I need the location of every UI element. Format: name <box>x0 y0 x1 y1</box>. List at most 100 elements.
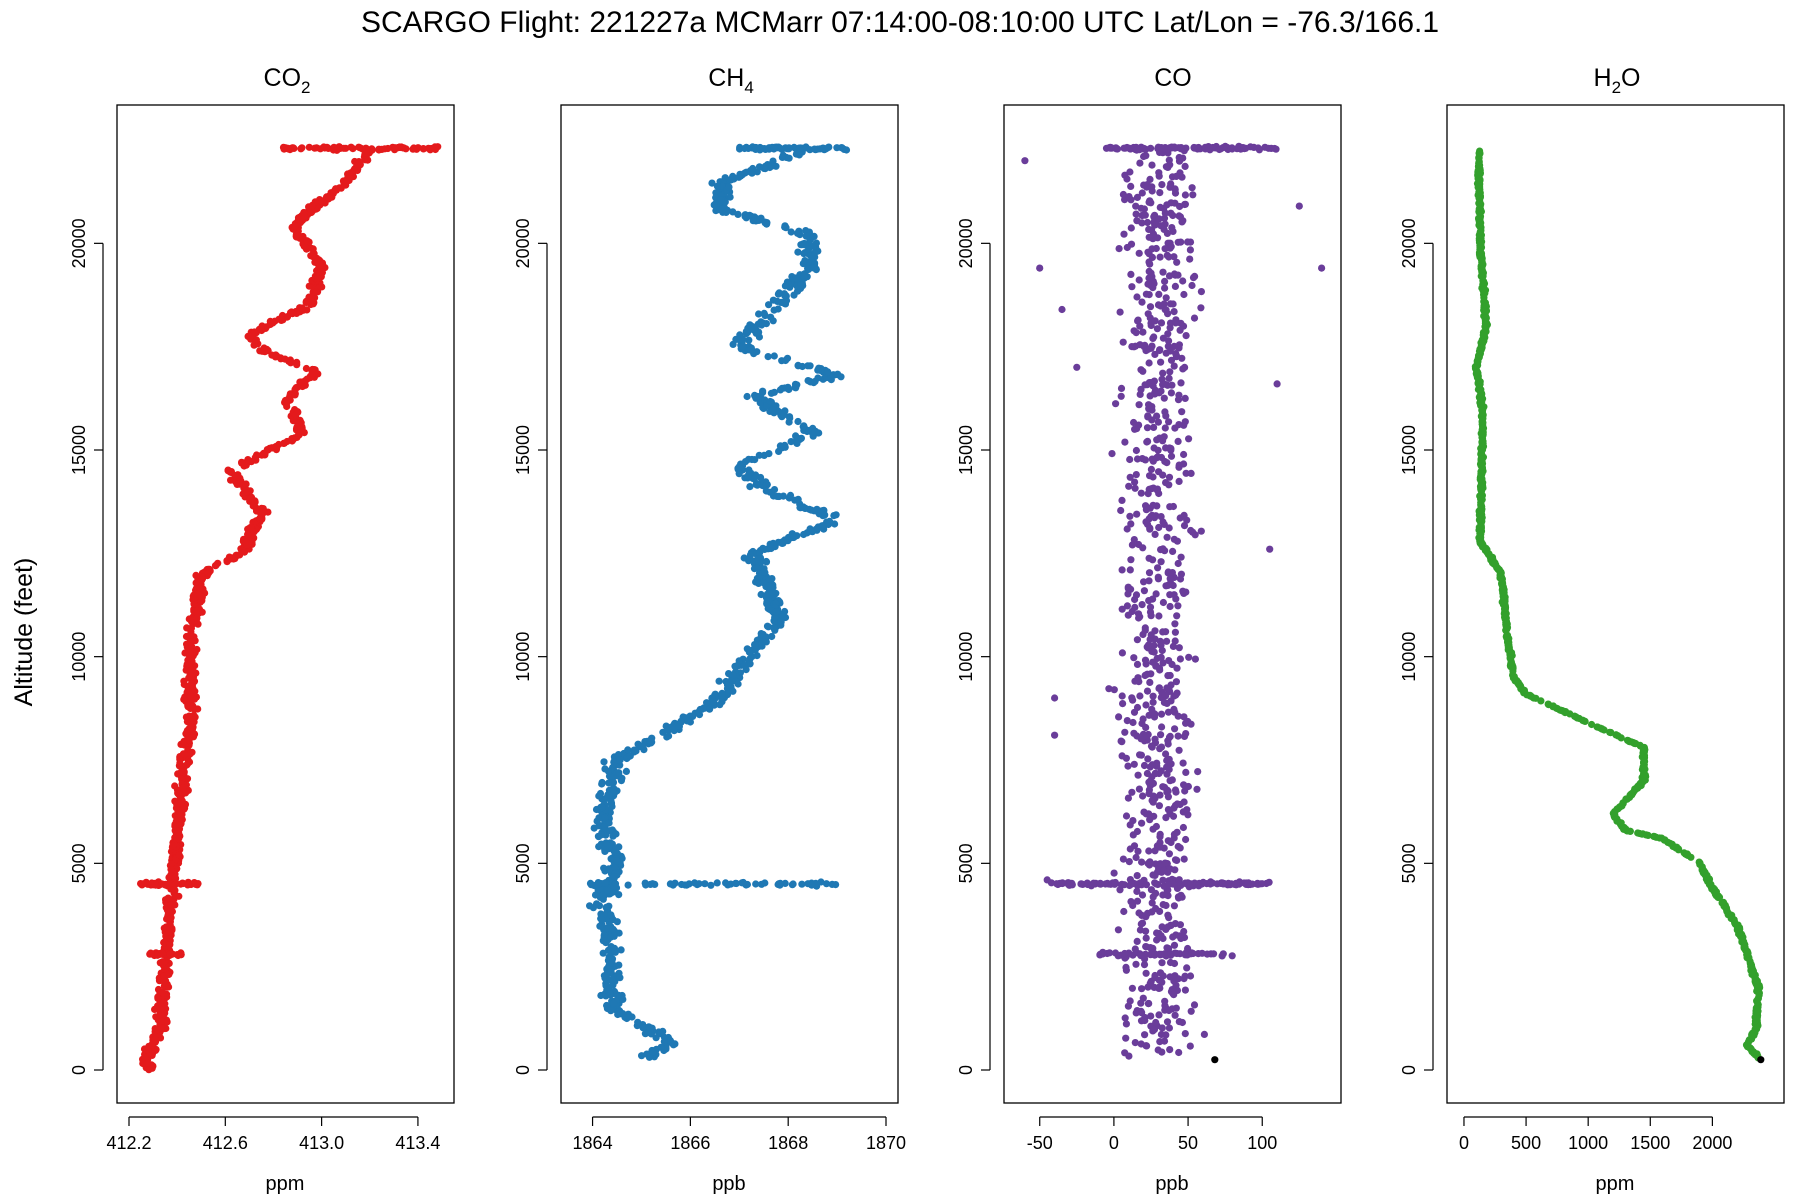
data-point <box>1137 1040 1145 1048</box>
data-point <box>1133 872 1141 880</box>
data-point <box>1166 319 1175 327</box>
data-point <box>308 367 316 375</box>
data-point <box>1164 330 1172 338</box>
data-points <box>586 143 851 1061</box>
data-point <box>600 864 608 872</box>
data-point <box>1618 802 1626 810</box>
data-point <box>818 522 826 530</box>
y-tick-label: 20000 <box>69 218 89 268</box>
data-point <box>1157 641 1165 649</box>
data-point <box>1132 210 1140 218</box>
data-point <box>755 216 763 224</box>
data-point <box>809 242 818 250</box>
data-point <box>1155 612 1163 620</box>
data-point <box>1043 876 1051 884</box>
data-point <box>1549 703 1557 711</box>
data-point <box>610 873 618 881</box>
data-point <box>153 1025 161 1034</box>
data-point <box>646 737 654 745</box>
data-point <box>1161 424 1169 432</box>
data-point <box>1178 1018 1186 1027</box>
data-point <box>1475 199 1483 207</box>
data-point <box>1154 234 1162 242</box>
data-point <box>1152 590 1160 598</box>
data-point <box>291 222 299 230</box>
data-point <box>1687 853 1695 861</box>
data-point <box>1197 288 1205 296</box>
data-point <box>731 662 739 670</box>
data-point <box>314 370 322 378</box>
data-point <box>171 880 179 889</box>
data-point <box>1167 452 1176 460</box>
data-point <box>751 456 759 464</box>
data-point <box>1114 926 1122 934</box>
data-point <box>1158 723 1166 731</box>
data-point <box>1126 512 1134 520</box>
data-point <box>739 878 747 887</box>
data-point <box>1174 437 1182 445</box>
data-point <box>842 146 851 154</box>
data-point <box>171 892 179 900</box>
data-point <box>613 857 621 865</box>
data-point <box>774 290 783 298</box>
data-point <box>298 144 306 152</box>
data-point <box>281 355 289 363</box>
data-point <box>1175 461 1183 469</box>
data-point <box>1179 759 1187 767</box>
data-point <box>1155 983 1163 991</box>
data-point <box>1481 544 1489 552</box>
data-point <box>599 937 607 945</box>
data-point <box>1475 250 1484 258</box>
data-point <box>799 240 807 248</box>
data-point <box>348 170 357 178</box>
data-point <box>1143 909 1152 918</box>
data-point <box>788 881 797 889</box>
data-point <box>725 183 733 191</box>
data-point <box>797 434 806 442</box>
data-point <box>1121 438 1129 446</box>
data-point <box>1167 697 1175 705</box>
data-point <box>739 343 747 351</box>
data-point <box>1150 514 1159 522</box>
data-point <box>759 387 767 395</box>
data-point <box>1156 253 1164 261</box>
data-point <box>1126 845 1134 853</box>
data-point <box>291 391 299 399</box>
data-point <box>1142 701 1150 709</box>
data-point <box>258 322 266 330</box>
data-point <box>1169 581 1177 590</box>
data-point <box>1144 280 1152 288</box>
data-point <box>591 891 600 899</box>
data-point <box>815 429 823 437</box>
data-point <box>671 1040 679 1048</box>
data-point <box>1137 735 1145 743</box>
data-point <box>1532 694 1540 702</box>
data-point <box>603 924 612 932</box>
data-point <box>1132 329 1140 337</box>
data-point <box>708 179 716 187</box>
data-point <box>311 198 319 206</box>
data-point <box>185 660 193 669</box>
data-point <box>1142 152 1150 160</box>
data-point <box>1053 880 1061 888</box>
data-point <box>1137 385 1145 393</box>
data-point <box>624 881 632 889</box>
x-tick-label: 1864 <box>573 1133 613 1153</box>
data-point <box>167 901 175 909</box>
data-point <box>1125 144 1133 152</box>
data-point <box>1146 678 1154 687</box>
data-point <box>1150 333 1158 341</box>
data-point <box>1165 253 1173 261</box>
data-point <box>1596 724 1605 732</box>
data-point <box>1161 209 1169 217</box>
data-point <box>1119 338 1127 346</box>
data-point <box>606 990 615 999</box>
data-point <box>1175 212 1183 220</box>
data-point <box>757 473 765 482</box>
data-point <box>756 146 764 154</box>
data-point <box>785 418 793 426</box>
data-point <box>709 698 717 706</box>
data-point <box>1190 314 1199 322</box>
data-point <box>282 397 290 405</box>
data-point <box>1180 290 1188 299</box>
